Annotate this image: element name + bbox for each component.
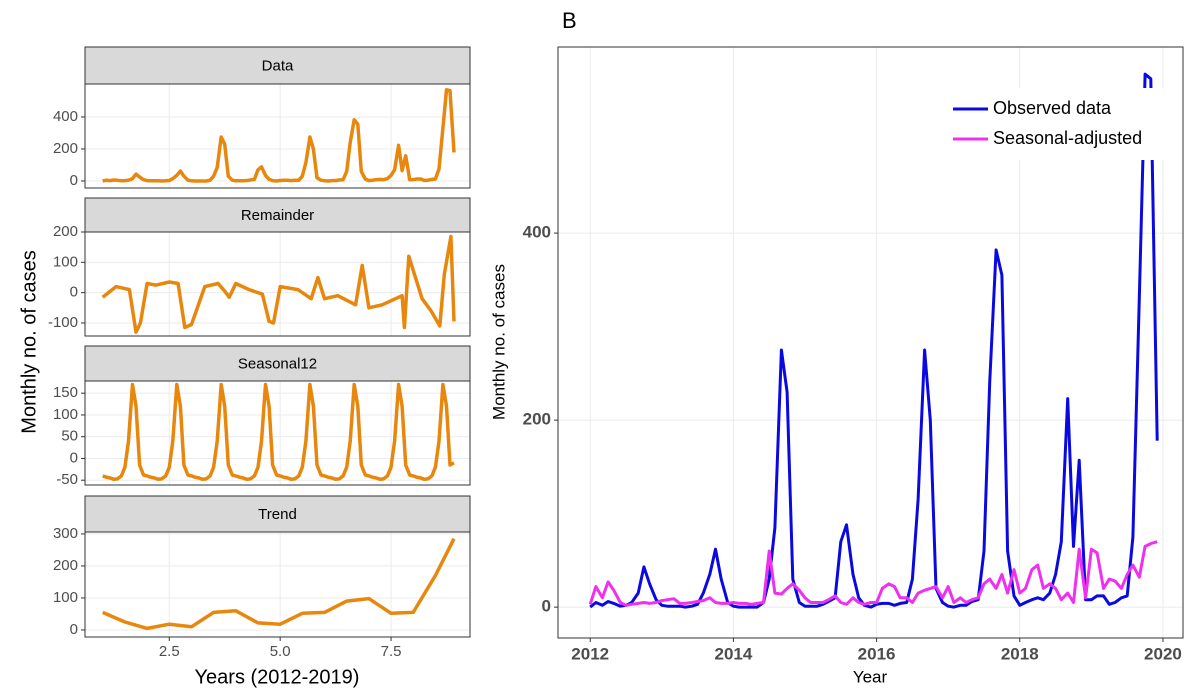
- legend-label: Seasonal-adjusted: [993, 128, 1142, 148]
- y-tick-label: 200: [53, 557, 78, 574]
- panel-border: [84, 531, 471, 638]
- x-tick-label: 2014: [714, 644, 752, 663]
- line: [588, 540, 1158, 607]
- y-axis-label: Monthly no. of cases: [489, 264, 508, 420]
- y-axis-label: Monthly no. of cases: [18, 250, 40, 433]
- x-tick-label: 2.5: [159, 643, 180, 660]
- y-tick-label: 150: [53, 384, 78, 401]
- y-tick-label: 100: [53, 589, 78, 606]
- line: [102, 382, 455, 482]
- panel: [85, 84, 470, 188]
- strip-label: Remainder: [241, 207, 314, 224]
- x-axis-label: Years (2012-2019): [195, 666, 360, 688]
- y-tick-label: -50: [56, 471, 78, 488]
- y-tick-label: 0: [70, 172, 78, 189]
- y-tick-label: 0: [70, 284, 78, 301]
- panel-border: [84, 83, 471, 189]
- x-tick-label: 2020: [1144, 644, 1182, 663]
- x-axis-label: Year: [853, 667, 888, 686]
- line: [101, 234, 456, 334]
- panel: [85, 232, 470, 336]
- y-tick-label: 200: [523, 410, 551, 429]
- strip-label: Data: [262, 57, 294, 74]
- line: [589, 72, 1159, 609]
- y-tick-label: 400: [53, 108, 78, 125]
- line: [102, 88, 456, 183]
- strip: [84, 197, 471, 233]
- panel-border: [84, 380, 471, 486]
- strip: [84, 46, 471, 85]
- chart-title: B: [562, 8, 577, 33]
- y-tick-label: 0: [70, 449, 78, 466]
- panel-border: [84, 231, 471, 337]
- x-tick-label: 2012: [571, 644, 609, 663]
- y-tick-label: 200: [53, 223, 78, 240]
- y-tick-label: 0: [542, 597, 551, 616]
- y-tick-label: 0: [70, 621, 78, 638]
- x-tick-label: 5.0: [270, 643, 291, 660]
- line: [102, 537, 456, 631]
- strip-label: Seasonal12: [238, 355, 317, 372]
- panel: [85, 532, 470, 637]
- legend: [948, 88, 1170, 160]
- x-tick-label: 2018: [1001, 644, 1039, 663]
- y-tick-label: 200: [53, 140, 78, 157]
- strip-label: Trend: [258, 506, 297, 523]
- x-tick-label: 7.5: [381, 643, 402, 660]
- strip: [84, 345, 471, 382]
- y-tick-label: -100: [48, 314, 78, 331]
- y-tick-label: 300: [53, 525, 78, 542]
- y-tick-label: 100: [53, 253, 78, 270]
- y-tick-label: 50: [61, 428, 78, 445]
- y-tick-label: 100: [53, 406, 78, 423]
- panel-border: [557, 46, 1184, 639]
- legend-label: Observed data: [993, 98, 1112, 118]
- y-tick-label: 400: [523, 223, 551, 242]
- x-tick-label: 2016: [858, 644, 896, 663]
